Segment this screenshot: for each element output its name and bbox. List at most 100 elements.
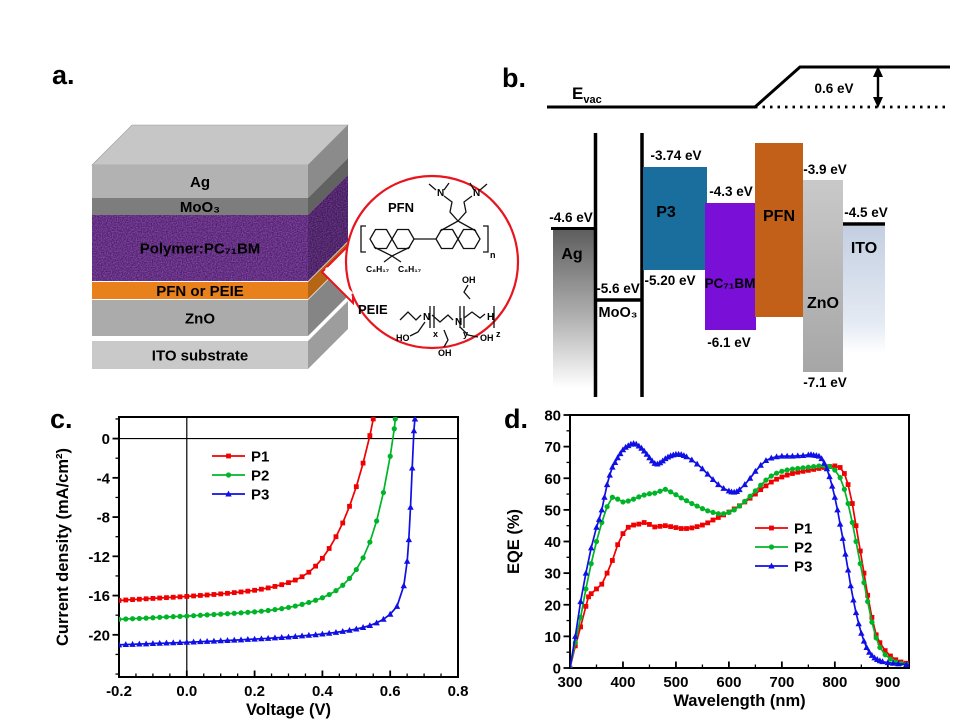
marker-triangle-icon bbox=[693, 460, 701, 467]
pfn-amine-left: N bbox=[437, 188, 444, 199]
pc71bm-energy-box bbox=[705, 203, 756, 330]
marker-circle-icon bbox=[292, 603, 298, 609]
marker-triangle-icon bbox=[656, 459, 664, 466]
series-P1 bbox=[570, 463, 909, 668]
pc71bm-label: PC₇₁BM bbox=[705, 276, 756, 291]
marker-triangle-icon bbox=[373, 619, 380, 626]
marker-circle-icon bbox=[391, 426, 397, 432]
marker-square-icon bbox=[700, 522, 705, 528]
marker-triangle-icon bbox=[741, 481, 748, 488]
device-stack: Ag MoO₃ Polymer:PC₇₁BM PFN or PEIE ZnO ITO su… bbox=[91, 124, 349, 369]
polymer-texture bbox=[92, 215, 308, 281]
layer-front-4 bbox=[92, 300, 308, 336]
marker-square-icon bbox=[367, 433, 373, 439]
marker-triangle-icon bbox=[879, 658, 886, 665]
marker-triangle-icon bbox=[858, 629, 865, 636]
marker-circle-icon bbox=[882, 652, 888, 658]
marker-circle-icon bbox=[742, 498, 748, 504]
marker-triangle-icon bbox=[298, 632, 306, 639]
zno-label: ZnO bbox=[807, 295, 839, 312]
marker-square-icon bbox=[853, 523, 859, 529]
ito-label: ITO bbox=[851, 240, 877, 257]
marker-square-icon bbox=[191, 593, 196, 599]
y-tick-label: -20 bbox=[88, 627, 110, 644]
marker-circle-icon bbox=[225, 472, 232, 478]
marker-square-icon bbox=[353, 484, 359, 490]
series-P2 bbox=[119, 417, 398, 622]
layer-side-1 bbox=[308, 158, 348, 215]
marker-circle-icon bbox=[387, 453, 393, 459]
marker-square-icon bbox=[340, 520, 346, 526]
callout-circle bbox=[344, 174, 520, 350]
marker-circle-icon bbox=[157, 614, 163, 620]
marker-circle-icon bbox=[849, 519, 855, 526]
marker-square-icon bbox=[231, 590, 237, 596]
device-structure-panel: a. Ag MoO₃ Polymer:PC₇₁BM PFN or PEIE ZnO ITO… bbox=[52, 60, 520, 369]
y-tick-label: 60 bbox=[544, 471, 561, 488]
p3-lumo-value: -3.74 eV bbox=[650, 148, 701, 163]
marker-triangle-icon bbox=[903, 661, 909, 668]
marker-square-icon bbox=[774, 476, 779, 482]
marker-triangle-icon bbox=[119, 641, 123, 648]
marker-circle-icon bbox=[333, 588, 339, 594]
marker-triangle-icon bbox=[603, 481, 611, 488]
evac-label: Evac bbox=[572, 84, 602, 106]
marker-square-icon bbox=[238, 589, 244, 595]
marker-circle-icon bbox=[326, 591, 332, 598]
marker-circle-icon bbox=[747, 493, 753, 499]
marker-circle-icon bbox=[367, 539, 373, 545]
marker-square-icon bbox=[184, 594, 190, 599]
marker-triangle-icon bbox=[319, 630, 326, 637]
legend-label-P2: P2 bbox=[251, 468, 269, 485]
ag-level-value: -4.6 eV bbox=[549, 210, 593, 225]
marker-circle-icon bbox=[204, 612, 210, 618]
marker-square-icon bbox=[689, 525, 695, 531]
marker-triangle-icon bbox=[736, 486, 743, 493]
marker-square-icon bbox=[694, 524, 700, 530]
marker-triangle-icon bbox=[305, 631, 313, 638]
ag-bar bbox=[553, 230, 594, 388]
marker-triangle-icon bbox=[746, 474, 754, 481]
marker-circle-icon bbox=[800, 465, 806, 471]
legend-label-P3: P3 bbox=[794, 559, 812, 576]
marker-triangle-icon bbox=[842, 550, 849, 557]
marker-triangle-icon bbox=[847, 582, 854, 589]
marker-triangle-icon bbox=[366, 622, 374, 628]
marker-triangle-icon bbox=[617, 450, 624, 457]
marker-square-icon bbox=[286, 580, 291, 586]
marker-circle-icon bbox=[694, 503, 700, 509]
marker-square-icon bbox=[805, 467, 811, 473]
marker-triangle-icon bbox=[387, 610, 394, 617]
marker-triangle-icon bbox=[757, 461, 764, 468]
marker-triangle-icon bbox=[826, 473, 833, 480]
marker-circle-icon bbox=[726, 509, 732, 516]
y-tick-label: 50 bbox=[544, 502, 561, 519]
marker-triangle-icon bbox=[122, 641, 129, 648]
marker-circle-icon bbox=[869, 619, 875, 625]
marker-circle-icon bbox=[319, 595, 325, 601]
x-tick-label: -0.2 bbox=[106, 683, 132, 700]
y-axis-title: EQE (%) bbox=[505, 509, 523, 574]
marker-circle-icon bbox=[392, 417, 398, 422]
marker-triangle-icon bbox=[190, 638, 197, 645]
marker-triangle-icon bbox=[860, 637, 868, 644]
x-tick-label: 0.0 bbox=[176, 683, 197, 700]
marker-circle-icon bbox=[163, 614, 170, 620]
marker-triangle-icon bbox=[170, 639, 177, 646]
marker-triangle-icon bbox=[648, 457, 656, 464]
layer-label-0: Ag bbox=[190, 174, 210, 191]
marker-square-icon bbox=[758, 487, 764, 493]
marker-square-icon bbox=[631, 522, 636, 528]
marker-circle-icon bbox=[779, 468, 785, 474]
marker-triangle-icon bbox=[572, 632, 579, 639]
marker-circle-icon bbox=[136, 615, 142, 622]
layer-label-4: ZnO bbox=[185, 311, 215, 328]
marker-circle-icon bbox=[604, 504, 610, 510]
marker-triangle-icon bbox=[346, 626, 353, 633]
marker-circle-icon bbox=[279, 606, 285, 612]
marker-triangle-icon bbox=[393, 602, 401, 609]
y-tick-label: 80 bbox=[544, 408, 561, 425]
marker-circle-icon bbox=[705, 508, 711, 514]
marker-triangle-icon bbox=[773, 453, 780, 460]
